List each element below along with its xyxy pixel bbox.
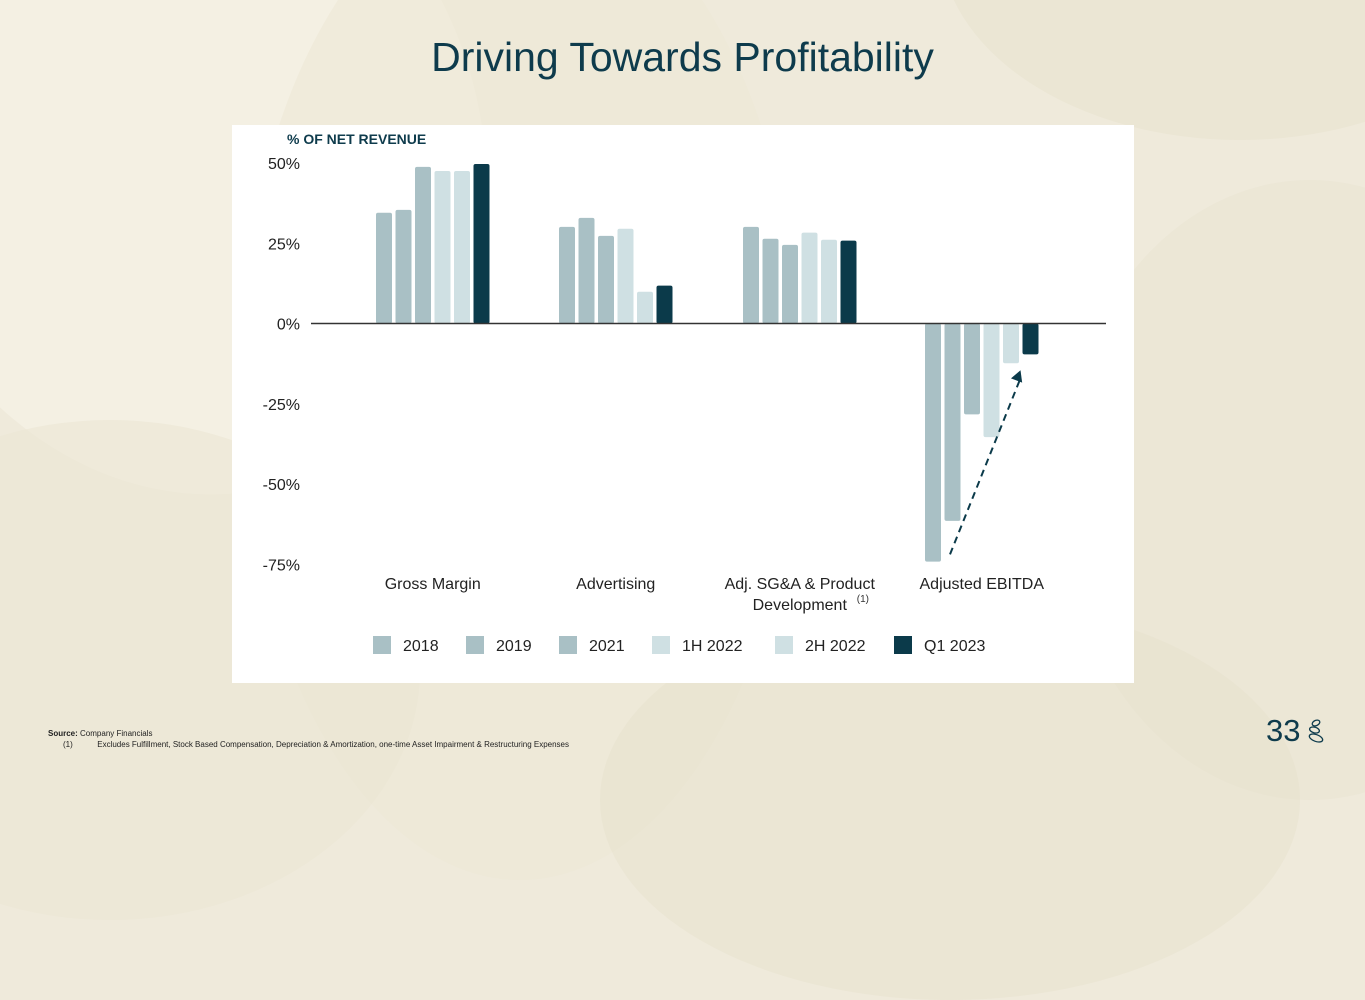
source-note: Source: Company Financials [48,729,153,738]
footnote-marker: (1) [63,740,73,749]
y-tick-label: 50% [268,156,300,173]
bar-2019 [944,323,961,521]
bar-q1-2023 [1022,323,1039,355]
source-label: Source: [48,729,78,738]
bar-1h-2022 [434,171,451,324]
bar-q1-2023 [656,285,673,324]
legend-swatch [894,636,912,654]
legend-swatch [466,636,484,654]
page-number: 33 [1266,713,1301,748]
bar-2019 [395,209,412,324]
bar-1h-2022 [801,232,818,324]
bar-2h-2022 [637,291,653,324]
bar-2021 [964,323,980,415]
chart-panel: % OF NET REVENUE 50% 25% 0% -25% -50% -75% Gros… [232,125,1134,683]
legend-label: 2H 2022 [805,638,866,655]
bar-2019 [578,217,595,324]
bar-1h-2022 [983,323,1000,438]
bar-2021 [415,166,431,324]
legend-swatch [373,636,391,654]
legend-label: 2021 [589,638,625,655]
bar-2018 [925,323,941,562]
category-label: Development [753,597,848,614]
bar-2021 [598,235,614,324]
legend-label: 2019 [496,638,532,655]
legend-swatch [652,636,670,654]
bar-q1-2023 [473,163,490,324]
bar-2h-2022 [1003,323,1019,364]
y-tick-label: 25% [268,236,300,253]
footnote-text: Excludes Fulfillment, Stock Based Compen… [97,740,570,749]
bar-2019 [762,238,779,324]
bar-2018 [376,212,392,324]
category-label: Gross Margin [385,576,481,593]
stacked-stones-logo-icon [1308,719,1324,743]
y-tick-label: -75% [263,557,300,574]
bar-1h-2022 [617,228,634,324]
category-label: Adj. SG&A & Product [725,576,876,593]
legend-swatch [559,636,577,654]
legend-label: 2018 [403,638,439,655]
bar-chart: % OF NET REVENUE 50% 25% 0% -25% -50% -75% Gros… [263,131,1106,655]
footnote: (1) Excludes Fulfillment, Stock Based Co… [63,740,569,749]
bar-2h-2022 [454,171,470,324]
bar-2018 [559,226,575,324]
y-axis-title: % OF NET REVENUE [287,131,426,147]
bar-2021 [782,244,798,324]
slide-title: Driving Towards Profitability [431,34,934,80]
trend-arrow-head [1010,370,1023,383]
y-tick-label: -50% [263,477,300,494]
category-footnote-marker: (1) [857,594,869,605]
legend-label: Q1 2023 [924,638,985,655]
y-tick-label: -25% [263,397,300,414]
legend-swatch [775,636,793,654]
source-text: Company Financials [80,729,153,738]
legend-label: 1H 2022 [682,638,743,655]
bar-2018 [743,226,759,324]
trend-arrow-line [949,377,1022,555]
bar-2h-2022 [821,239,837,324]
bar-q1-2023 [840,240,857,324]
category-label: Advertising [576,576,655,593]
y-tick-label: 0% [277,317,300,334]
category-label: Adjusted EBITDA [920,576,1045,593]
